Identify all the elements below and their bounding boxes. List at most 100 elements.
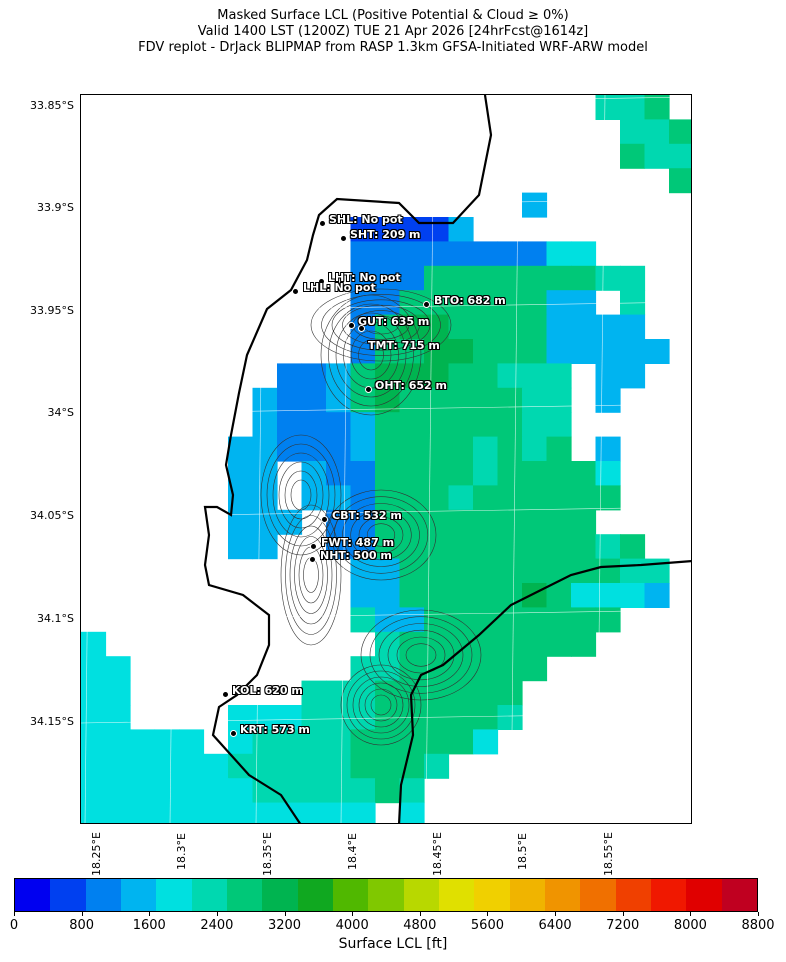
colorbar-tick — [555, 912, 557, 916]
lcl-cell — [448, 534, 474, 560]
station-label-nht: NHT: 500 m — [320, 549, 392, 562]
lcl-cell — [326, 729, 352, 755]
lcl-cell — [497, 509, 523, 535]
lcl-cell — [252, 412, 278, 438]
lcl-cell — [154, 729, 180, 755]
colorbar-tick-label: 3200 — [267, 918, 302, 933]
lcl-cell — [399, 583, 425, 608]
lcl-cell — [473, 534, 499, 560]
lcl-cell — [301, 387, 327, 413]
lcl-cell — [497, 436, 523, 462]
station-label-cbt: CBT: 532 m — [332, 509, 402, 522]
lcl-cell — [375, 583, 401, 608]
lcl-cell — [228, 778, 254, 804]
lcl-cell — [399, 607, 425, 633]
lcl-cell — [522, 485, 548, 511]
lcl-cell — [644, 583, 670, 608]
lcl-cell — [571, 583, 597, 608]
colorbar-segment — [721, 879, 757, 911]
lcl-cell — [620, 265, 646, 291]
lcl-cell — [571, 461, 597, 486]
lcl-cell — [399, 778, 425, 804]
lcl-cell — [424, 217, 450, 242]
lcl-cell — [522, 631, 548, 657]
lcl-cell — [522, 436, 548, 462]
lcl-cell — [424, 485, 450, 511]
station-marker-tmt — [358, 325, 365, 332]
terrain-contour — [358, 682, 404, 728]
lcl-cell — [277, 363, 303, 389]
lcl-cell — [375, 778, 401, 804]
station-marker-fwt — [310, 543, 317, 550]
lcl-cell — [375, 290, 401, 316]
lcl-cell — [448, 290, 474, 316]
lcl-cell — [546, 607, 572, 633]
station-marker-gut — [348, 322, 355, 329]
terrain-contour — [378, 623, 464, 687]
lcl-cell — [448, 436, 474, 462]
lcl-cell — [399, 436, 425, 462]
colorbar-segment — [120, 879, 157, 911]
lcl-cell — [81, 729, 107, 755]
colorbar-segment — [438, 879, 475, 911]
terrain-contour — [358, 516, 404, 554]
lcl-cell — [350, 607, 376, 633]
terrain-contour — [289, 525, 333, 625]
lcl-cell — [522, 607, 548, 633]
terrain-contour — [352, 676, 410, 734]
lcl-cell — [620, 95, 646, 120]
station-marker-sht — [340, 235, 347, 242]
lcl-cell — [546, 558, 572, 584]
colorbar-segment — [580, 879, 616, 911]
colorbar-segment — [368, 879, 404, 911]
station-label-gut: GUT: 635 m — [358, 315, 430, 328]
lcl-cell — [252, 436, 278, 462]
station-marker-lht — [318, 278, 325, 285]
lcl-cell — [130, 753, 156, 779]
lcl-cell — [546, 509, 572, 535]
station-marker-oht — [365, 386, 372, 393]
lcl-cell — [595, 436, 621, 462]
lcl-cell — [448, 363, 474, 389]
lcl-cell — [203, 778, 229, 804]
lcl-cell — [620, 534, 646, 560]
station-marker-shl — [319, 220, 326, 227]
lcl-cell — [424, 314, 450, 340]
colorbar-tick — [419, 912, 421, 916]
lcl-cell — [326, 509, 352, 535]
lon-label-1: 18.25°E — [90, 832, 103, 876]
lcl-cell — [399, 509, 425, 535]
lcl-cell — [350, 436, 376, 462]
lcl-cell — [669, 168, 691, 194]
lon-label-4: 18.4°E — [346, 833, 359, 870]
lcl-cell — [399, 241, 425, 267]
lcl-cell — [595, 314, 621, 340]
lcl-cell — [546, 363, 572, 389]
map-source: FDV replot - DrJack BLIPMAP from RASP 1.… — [138, 40, 648, 55]
lcl-cell — [375, 485, 401, 511]
lcl-cell — [571, 241, 597, 267]
lcl-cell — [301, 680, 327, 706]
lcl-cell — [424, 753, 450, 779]
lcl-cell — [375, 241, 401, 267]
terrain-contour — [278, 461, 324, 529]
colorbar-tick — [216, 912, 218, 916]
colorbar-tick-label: 2400 — [200, 918, 234, 933]
lcl-cell — [448, 729, 474, 755]
lcl-cell — [473, 363, 499, 389]
lcl-cell — [620, 119, 646, 145]
lcl-cell — [644, 119, 670, 145]
lcl-cell — [350, 778, 376, 804]
lcl-cell — [546, 387, 572, 413]
terrain-contour — [321, 294, 441, 356]
terrain-contour — [350, 330, 392, 380]
lcl-cell — [546, 265, 572, 291]
lcl-cell — [154, 778, 180, 804]
lcl-cell — [497, 558, 523, 584]
lcl-cell — [473, 241, 499, 267]
lat-lon-grid — [81, 95, 691, 823]
colorbar — [14, 878, 758, 912]
lcl-cell — [301, 753, 327, 779]
terrain-contour — [333, 496, 429, 574]
lcl-cell — [179, 729, 205, 755]
